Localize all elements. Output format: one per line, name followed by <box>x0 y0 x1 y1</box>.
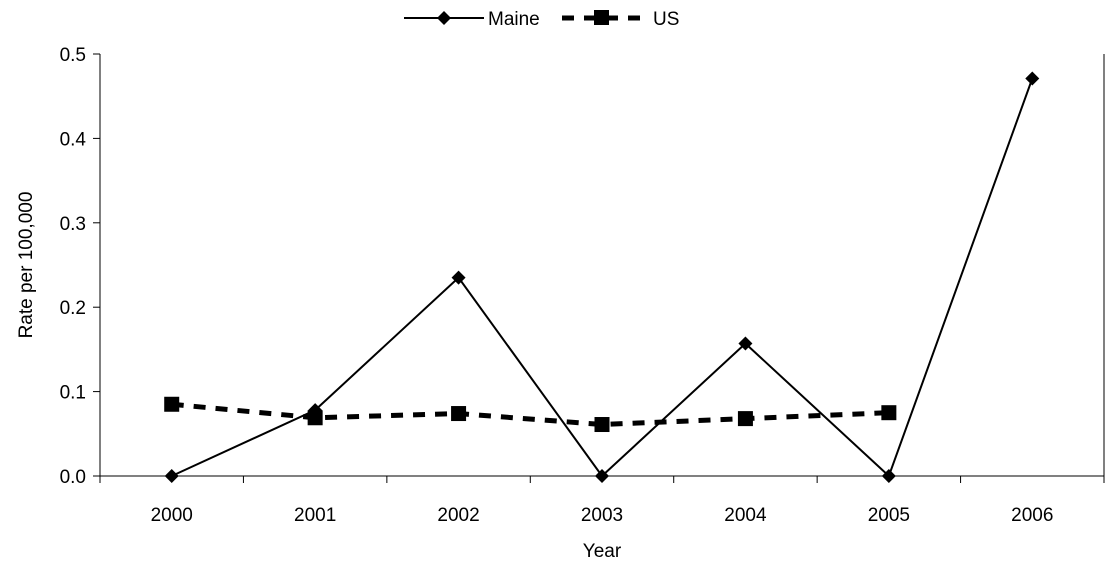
y-tick-label: 0.2 <box>60 298 86 319</box>
x-tick-label: 2001 <box>294 505 336 526</box>
y-tick-label: 0.1 <box>60 383 86 404</box>
legend-label-us: US <box>653 9 679 30</box>
data-point-us <box>881 405 897 421</box>
data-point-us <box>307 410 323 426</box>
data-point-maine <box>451 270 466 285</box>
x-tick-label: 2000 <box>151 505 193 526</box>
x-axis-title: Year <box>583 541 622 562</box>
x-tick-label: 2002 <box>437 505 479 526</box>
data-point-us <box>451 406 467 422</box>
series-line-maine <box>171 78 1034 478</box>
y-tick-label: 0.0 <box>60 467 86 488</box>
legend: Maine US <box>404 9 679 30</box>
y-axis-title: Rate per 100,000 <box>16 192 37 339</box>
series-layer <box>164 71 1040 483</box>
y-tick-label: 0.4 <box>60 129 87 150</box>
legend-entry-us: US <box>562 9 679 30</box>
x-tick-label: 2006 <box>1011 505 1053 526</box>
series-line-us <box>171 401 889 428</box>
data-point-maine <box>595 469 609 483</box>
data-point-us <box>164 396 180 412</box>
y-axis-ticks: 0.0 0.1 0.2 0.3 0.4 0.5 <box>60 45 100 488</box>
data-point-us <box>737 411 753 427</box>
axes: 0.00.10.20.30.40.5 2000 2001 2002 2003 2004 2… <box>60 45 1105 526</box>
legend-us-square-marker <box>594 10 609 25</box>
y-tick-label: 0.5 <box>60 45 86 66</box>
data-point-maine <box>881 469 896 483</box>
legend-maine-diamond-marker <box>437 11 451 25</box>
y-tick-label: 0.3 <box>60 214 86 235</box>
data-point-maine <box>738 336 753 351</box>
legend-label-maine: Maine <box>488 9 540 30</box>
data-point-maine <box>164 469 179 483</box>
series-us <box>164 396 897 433</box>
legend-entry-maine: Maine <box>404 9 540 30</box>
data-point-maine <box>1025 71 1040 86</box>
x-axis-ticks: 2000 2001 2002 2003 2004 2005 2006 <box>99 476 1105 526</box>
x-tick-label: 2005 <box>868 505 910 526</box>
data-point-us <box>594 417 610 433</box>
x-tick-label: 2004 <box>724 505 767 526</box>
x-tick-label: 2003 <box>581 505 623 526</box>
